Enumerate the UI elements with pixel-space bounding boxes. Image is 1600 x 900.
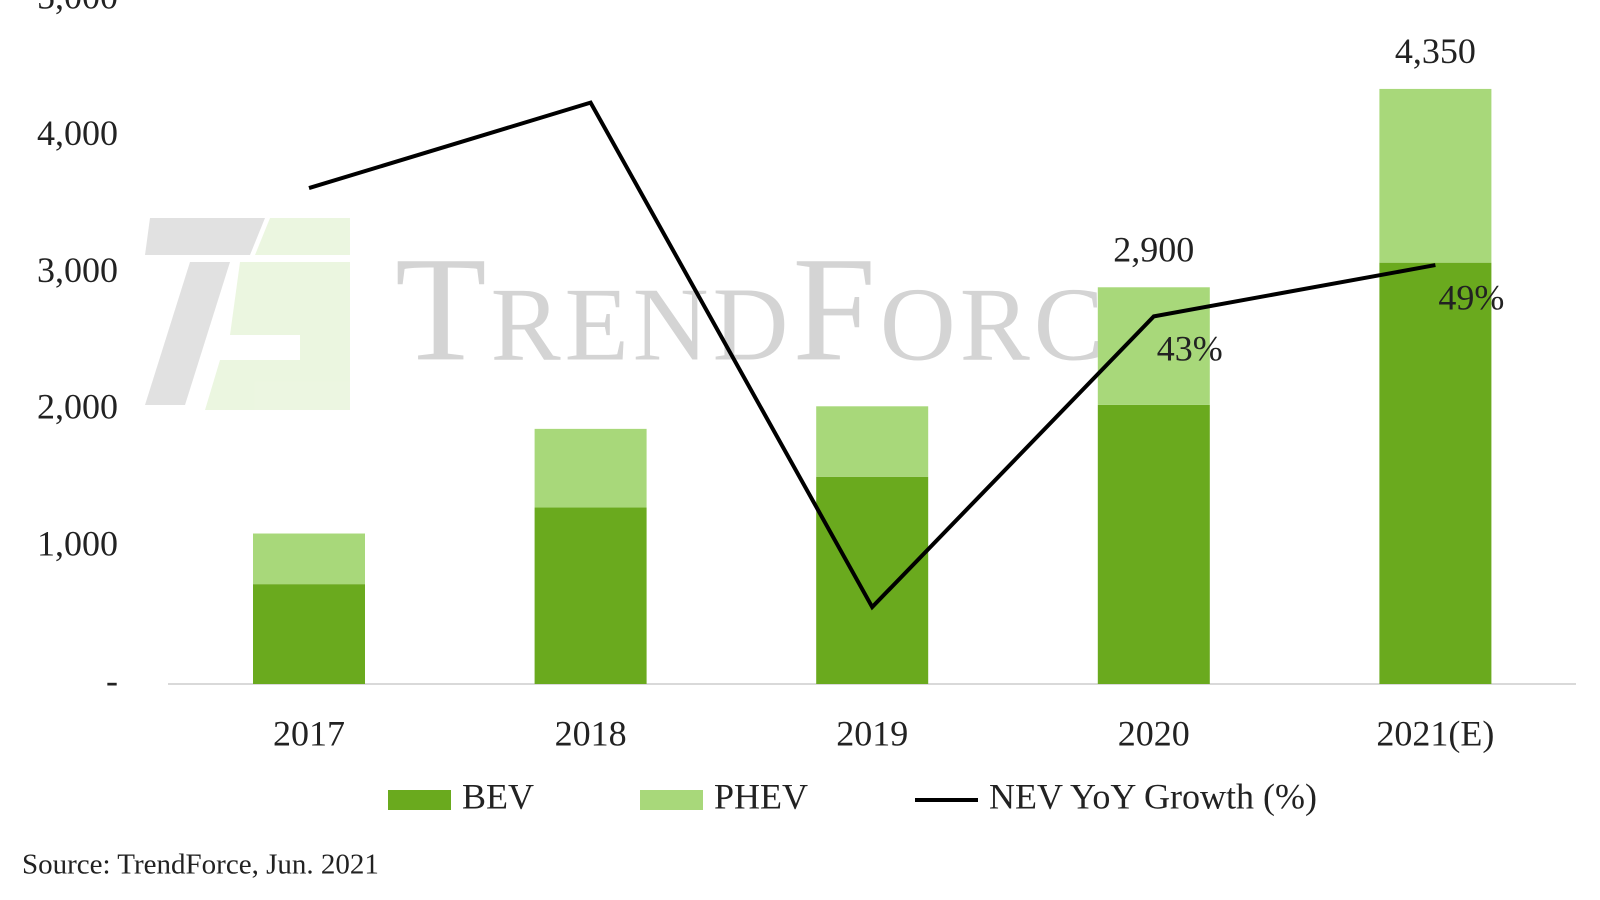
legend-label: PHEV bbox=[714, 776, 808, 816]
bar bbox=[816, 406, 929, 477]
bar bbox=[1097, 404, 1210, 684]
x-tick-label: 2021(E) bbox=[1376, 713, 1494, 753]
line-label: 49% bbox=[1438, 277, 1504, 317]
bar bbox=[1379, 262, 1492, 684]
x-tick-label: 2020 bbox=[1118, 713, 1190, 753]
x-tick-label: 2019 bbox=[836, 713, 908, 753]
x-tick-label: 2018 bbox=[555, 713, 627, 753]
bar bbox=[816, 476, 929, 684]
line-label: 43% bbox=[1157, 329, 1223, 369]
line bbox=[308, 100, 1436, 611]
legend-label: BEV bbox=[462, 776, 534, 816]
total-label: 2,900 bbox=[1113, 230, 1194, 270]
bar bbox=[253, 584, 365, 684]
source: Source: TrendForce, Jun. 2021 bbox=[22, 849, 379, 881]
x-tick-label: 2017 bbox=[273, 713, 345, 753]
y-tick-label: 2,000 bbox=[37, 387, 118, 427]
total-label: 4,350 bbox=[1395, 31, 1476, 71]
y-tick-label: 3,000 bbox=[37, 250, 118, 290]
bar bbox=[253, 533, 365, 585]
legend-label: NEV YoY Growth (%) bbox=[989, 776, 1317, 816]
y-tick-label: 1,000 bbox=[37, 523, 118, 563]
watermark: TrendForce bbox=[395, 226, 1176, 392]
y-tick-label: 5,000 bbox=[37, 0, 118, 16]
bar bbox=[1097, 287, 1210, 405]
bar bbox=[534, 428, 647, 508]
y-tick-label: - bbox=[106, 660, 118, 700]
bar bbox=[534, 507, 647, 684]
watermark-logo bbox=[145, 218, 350, 410]
legend-swatch bbox=[640, 790, 703, 810]
y-tick-label: 4,000 bbox=[37, 113, 118, 153]
bar bbox=[1379, 88, 1492, 263]
legend-swatch bbox=[388, 790, 451, 810]
